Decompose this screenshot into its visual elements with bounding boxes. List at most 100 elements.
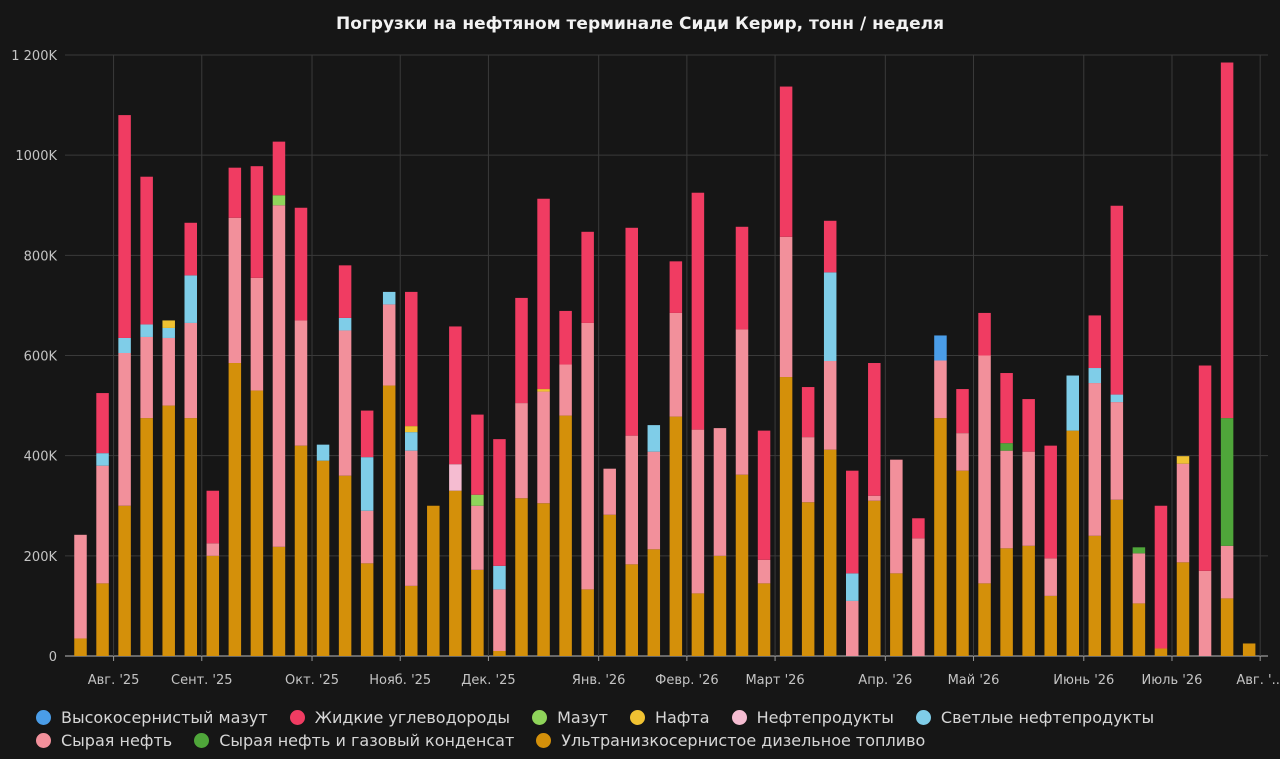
bar-segment[interactable] xyxy=(316,444,330,461)
bar-segment[interactable] xyxy=(647,549,661,656)
bar-segment[interactable] xyxy=(162,337,175,406)
bar-segment[interactable] xyxy=(471,569,484,656)
bar-segment[interactable] xyxy=(338,265,352,318)
bar-segment[interactable] xyxy=(868,363,881,496)
bar-segment[interactable] xyxy=(515,403,528,499)
bar-segment[interactable] xyxy=(823,361,837,450)
bar-segment[interactable] xyxy=(471,414,484,495)
bar-segment[interactable] xyxy=(846,573,859,601)
bar-segment[interactable] xyxy=(691,192,705,430)
legend-item[interactable]: Мазут xyxy=(532,708,608,727)
bar-segment[interactable] xyxy=(934,418,947,656)
bar-segment[interactable] xyxy=(471,494,484,506)
bar-segment[interactable] xyxy=(537,503,550,656)
bar-segment[interactable] xyxy=(1000,450,1013,549)
bar-segment[interactable] xyxy=(846,600,859,656)
bar-segment[interactable] xyxy=(118,337,131,353)
bar-segment[interactable] xyxy=(184,418,198,656)
bar-segment[interactable] xyxy=(1242,643,1256,656)
bar-segment[interactable] xyxy=(294,320,308,446)
bar-segment[interactable] xyxy=(934,335,947,361)
bar-segment[interactable] xyxy=(1220,62,1234,419)
bar-segment[interactable] xyxy=(537,391,550,504)
bar-segment[interactable] xyxy=(1110,205,1124,395)
bar-segment[interactable] xyxy=(1000,443,1013,451)
bar-segment[interactable] xyxy=(272,195,286,206)
bar-segment[interactable] xyxy=(713,428,727,556)
bar-segment[interactable] xyxy=(250,166,264,278)
bar-segment[interactable] xyxy=(96,393,109,454)
bar-segment[interactable] xyxy=(978,583,991,656)
bar-segment[interactable] xyxy=(316,460,330,656)
bar-segment[interactable] xyxy=(250,277,264,391)
bar-segment[interactable] xyxy=(603,514,616,656)
bar-segment[interactable] xyxy=(118,505,131,656)
bar-segment[interactable] xyxy=(559,415,572,656)
bar-segment[interactable] xyxy=(1000,548,1013,656)
bar-segment[interactable] xyxy=(1022,545,1035,656)
legend-item[interactable]: Светлые нефтепродукты xyxy=(915,708,1154,727)
bar-segment[interactable] xyxy=(338,330,352,476)
bar-segment[interactable] xyxy=(1110,402,1124,500)
bar-segment[interactable] xyxy=(779,377,793,656)
bar-segment[interactable] xyxy=(228,217,242,364)
bar-segment[interactable] xyxy=(625,564,639,656)
bar-segment[interactable] xyxy=(1066,375,1080,431)
bar-segment[interactable] xyxy=(228,167,242,218)
bar-segment[interactable] xyxy=(1000,373,1013,444)
bar-segment[interactable] xyxy=(1066,430,1080,656)
bar-segment[interactable] xyxy=(537,198,550,390)
bar-segment[interactable] xyxy=(405,432,418,451)
bar-segment[interactable] xyxy=(449,490,462,656)
bar-segment[interactable] xyxy=(757,430,771,560)
bar-segment[interactable] xyxy=(74,638,87,656)
bar-segment[interactable] xyxy=(493,650,506,656)
bar-segment[interactable] xyxy=(713,555,727,656)
bar-segment[interactable] xyxy=(735,226,749,330)
bar-segment[interactable] xyxy=(96,583,109,656)
bar-segment[interactable] xyxy=(140,336,153,419)
bar-segment[interactable] xyxy=(1154,505,1168,649)
bar-segment[interactable] xyxy=(868,495,881,501)
bar-segment[interactable] xyxy=(691,429,705,594)
bar-segment[interactable] xyxy=(272,141,286,196)
bar-segment[interactable] xyxy=(493,439,506,566)
bar-segment[interactable] xyxy=(1198,570,1212,656)
bar-segment[interactable] xyxy=(1088,535,1102,656)
bar-segment[interactable] xyxy=(625,435,639,565)
bar-segment[interactable] xyxy=(669,312,683,417)
bar-segment[interactable] xyxy=(228,363,242,656)
bar-segment[interactable] xyxy=(1154,648,1168,656)
bar-segment[interactable] xyxy=(956,389,969,434)
bar-segment[interactable] xyxy=(96,465,109,584)
bar-segment[interactable] xyxy=(382,291,396,305)
bar-segment[interactable] xyxy=(801,387,815,438)
bar-segment[interactable] xyxy=(338,317,352,331)
bar-segment[interactable] xyxy=(1176,562,1190,656)
legend-item[interactable]: Сырая нефть xyxy=(36,731,172,750)
bar-segment[interactable] xyxy=(779,236,793,378)
bar-segment[interactable] xyxy=(360,510,374,564)
bar-segment[interactable] xyxy=(1132,553,1146,604)
bar-segment[interactable] xyxy=(515,498,528,656)
legend-item[interactable]: Жидкие углеводороды xyxy=(289,708,510,727)
bar-segment[interactable] xyxy=(382,304,396,386)
bar-segment[interactable] xyxy=(360,563,374,656)
bar-segment[interactable] xyxy=(1022,451,1035,546)
bar-segment[interactable] xyxy=(934,360,947,419)
bar-segment[interactable] xyxy=(449,464,462,491)
bar-segment[interactable] xyxy=(1044,595,1057,656)
bar-segment[interactable] xyxy=(757,583,771,656)
bar-segment[interactable] xyxy=(206,555,220,656)
bar-segment[interactable] xyxy=(184,275,198,323)
bar-segment[interactable] xyxy=(250,390,264,656)
bar-segment[interactable] xyxy=(493,565,506,590)
bar-segment[interactable] xyxy=(1198,365,1212,571)
bar-segment[interactable] xyxy=(338,475,352,656)
bar-segment[interactable] xyxy=(184,222,198,276)
bar-segment[interactable] xyxy=(272,546,286,656)
bar-segment[interactable] xyxy=(559,364,572,416)
bar-segment[interactable] xyxy=(118,115,131,338)
bar-segment[interactable] xyxy=(272,205,286,547)
bar-segment[interactable] xyxy=(427,505,440,656)
